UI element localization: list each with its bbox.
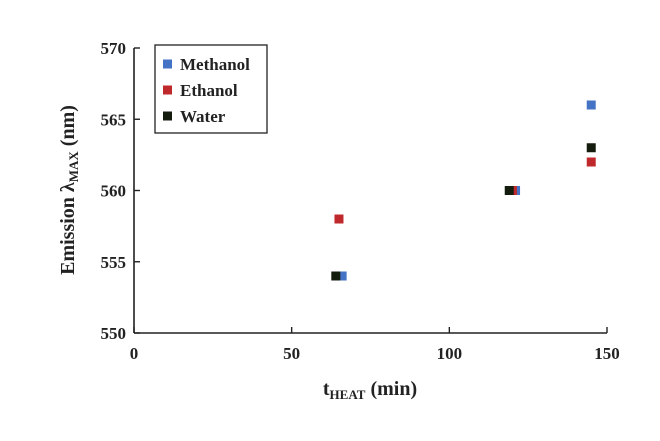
x-tick-label: 150: [594, 344, 620, 363]
ethanol-point: [334, 214, 344, 224]
legend-marker-ethanol: [163, 85, 172, 95]
water-point: [586, 143, 596, 153]
y-tick-label: 565: [101, 110, 127, 129]
water-point: [331, 271, 341, 281]
methanol-point: [586, 100, 596, 110]
water-point: [504, 186, 514, 195]
legend-label-ethanol: Ethanol: [180, 81, 238, 100]
x-axis-title: tHEAT (min): [323, 378, 417, 402]
methanol-point: [337, 271, 347, 281]
y-tick-label: 550: [101, 324, 127, 343]
x-tick-label: 100: [437, 344, 463, 363]
legend-box: [154, 44, 268, 134]
legend-label-water: Water: [180, 107, 226, 126]
x-tick-label: 50: [283, 344, 300, 363]
legend-marker-methanol: [163, 59, 172, 69]
legend-label-methanol: Methanol: [180, 55, 250, 74]
y-axis-title: Emission λMAX (nm): [57, 105, 81, 275]
legend-marker-water: [163, 111, 172, 121]
y-tick-label: 570: [101, 39, 127, 58]
y-tick-label: 555: [101, 253, 127, 272]
y-tick-label: 560: [101, 182, 127, 201]
legend: Methanol Ethanol Water: [154, 44, 268, 134]
x-tick-label: 0: [130, 344, 139, 363]
ethanol-point: [586, 157, 596, 167]
